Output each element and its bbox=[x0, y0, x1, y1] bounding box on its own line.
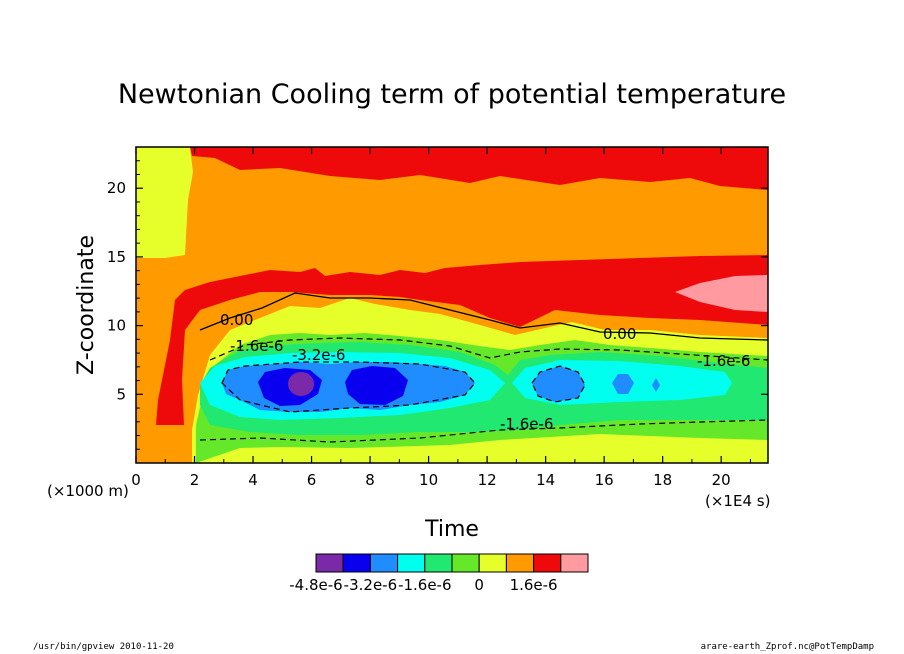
colorbar-swatch bbox=[451, 553, 480, 573]
x-tick-label: 12 bbox=[478, 471, 497, 489]
contour-label: -3.2e-6 bbox=[292, 346, 345, 364]
contour-neg3.2-right bbox=[531, 365, 586, 403]
colorbar-label: -1.6e-6 bbox=[398, 576, 451, 594]
contour-neg3.2 bbox=[221, 361, 476, 413]
chart-title: Newtonian Cooling term of potential temp… bbox=[118, 79, 786, 110]
x-axis-unit: (×1E4 s) bbox=[705, 492, 770, 510]
y-axis-label: Z-coordinate bbox=[74, 235, 99, 375]
x-tick-label: 16 bbox=[595, 471, 614, 489]
band-blue-right bbox=[532, 366, 585, 402]
colorbar-swatch bbox=[369, 553, 399, 573]
x-tick-label: 10 bbox=[419, 471, 438, 489]
band-pink bbox=[675, 275, 768, 312]
y-tick-label: 5 bbox=[116, 385, 126, 403]
band-purple bbox=[288, 372, 314, 396]
x-axis-label: Time bbox=[424, 517, 479, 542]
contour-label: -1.6e-6 bbox=[230, 337, 283, 355]
colorbar-swatch bbox=[342, 553, 371, 573]
colorbar-swatch bbox=[505, 553, 535, 573]
y-tick-label: 10 bbox=[107, 317, 126, 335]
contour-label: 0.00 bbox=[220, 311, 253, 329]
contour-label: -1.6e-6 bbox=[500, 415, 553, 433]
y-tick-label: 15 bbox=[107, 248, 126, 266]
band-red-top bbox=[190, 147, 768, 190]
x-tick-label: 14 bbox=[536, 471, 555, 489]
contour-neg1.6-lower bbox=[199, 419, 768, 443]
colorbar-swatch bbox=[560, 553, 589, 573]
x-tick-label: 0 bbox=[131, 471, 141, 489]
x-tick-label: 8 bbox=[365, 471, 375, 489]
colorbar-label: -3.2e-6 bbox=[344, 576, 397, 594]
colorbar-label: -4.8e-6 bbox=[289, 576, 342, 594]
contour-zero bbox=[199, 292, 768, 341]
band-yellow-top-left bbox=[136, 147, 193, 258]
x-tick-label: 4 bbox=[248, 471, 258, 489]
colorbar bbox=[315, 553, 589, 573]
colorbar-swatch bbox=[478, 553, 507, 573]
contour-neg1.6-upper bbox=[209, 337, 768, 361]
y-tick-label: 20 bbox=[107, 179, 126, 197]
x-tick-label: 2 bbox=[190, 471, 200, 489]
contour-label-layer: 0.00 0.00 -1.6e-6 -1.6e-6 -1.6e-6 -3.2e-… bbox=[220, 311, 750, 433]
contour-label: 0.00 bbox=[603, 325, 636, 343]
colorbar-swatch bbox=[397, 553, 426, 573]
colorbar-swatch bbox=[424, 553, 453, 573]
plot-frame bbox=[135, 146, 769, 464]
x-tick-label: 20 bbox=[712, 471, 731, 489]
colorbar-labels: -4.8e-6 -3.2e-6 -1.6e-6 0 1.6e-6 bbox=[289, 576, 557, 594]
x-tick-label: 6 bbox=[307, 471, 317, 489]
colorbar-swatch bbox=[533, 553, 562, 573]
y-axis: 5 10 15 20 bbox=[107, 160, 768, 450]
colorbar-label: 1.6e-6 bbox=[510, 576, 558, 594]
colorbar-label: 0 bbox=[474, 576, 484, 594]
band-red-mid bbox=[156, 255, 768, 425]
footer-program: /usr/bin/gpview 2010-11-20 bbox=[33, 642, 174, 652]
contour-field bbox=[136, 147, 768, 463]
band-blue-right-tiny bbox=[652, 378, 660, 392]
x-tick-label: 18 bbox=[653, 471, 672, 489]
footer-source: arare-earth_Zprof.nc@PotTempDamp bbox=[700, 642, 874, 652]
band-blue-right-small bbox=[612, 374, 634, 394]
colorbar-swatch bbox=[315, 553, 344, 573]
x-axis: 0 2 4 6 8 10 12 14 16 18 20 bbox=[131, 147, 751, 489]
y-axis-unit: (×1000 m) bbox=[47, 482, 129, 500]
contour-label: -1.6e-6 bbox=[697, 352, 750, 370]
band-deep-blue-2 bbox=[345, 366, 408, 405]
